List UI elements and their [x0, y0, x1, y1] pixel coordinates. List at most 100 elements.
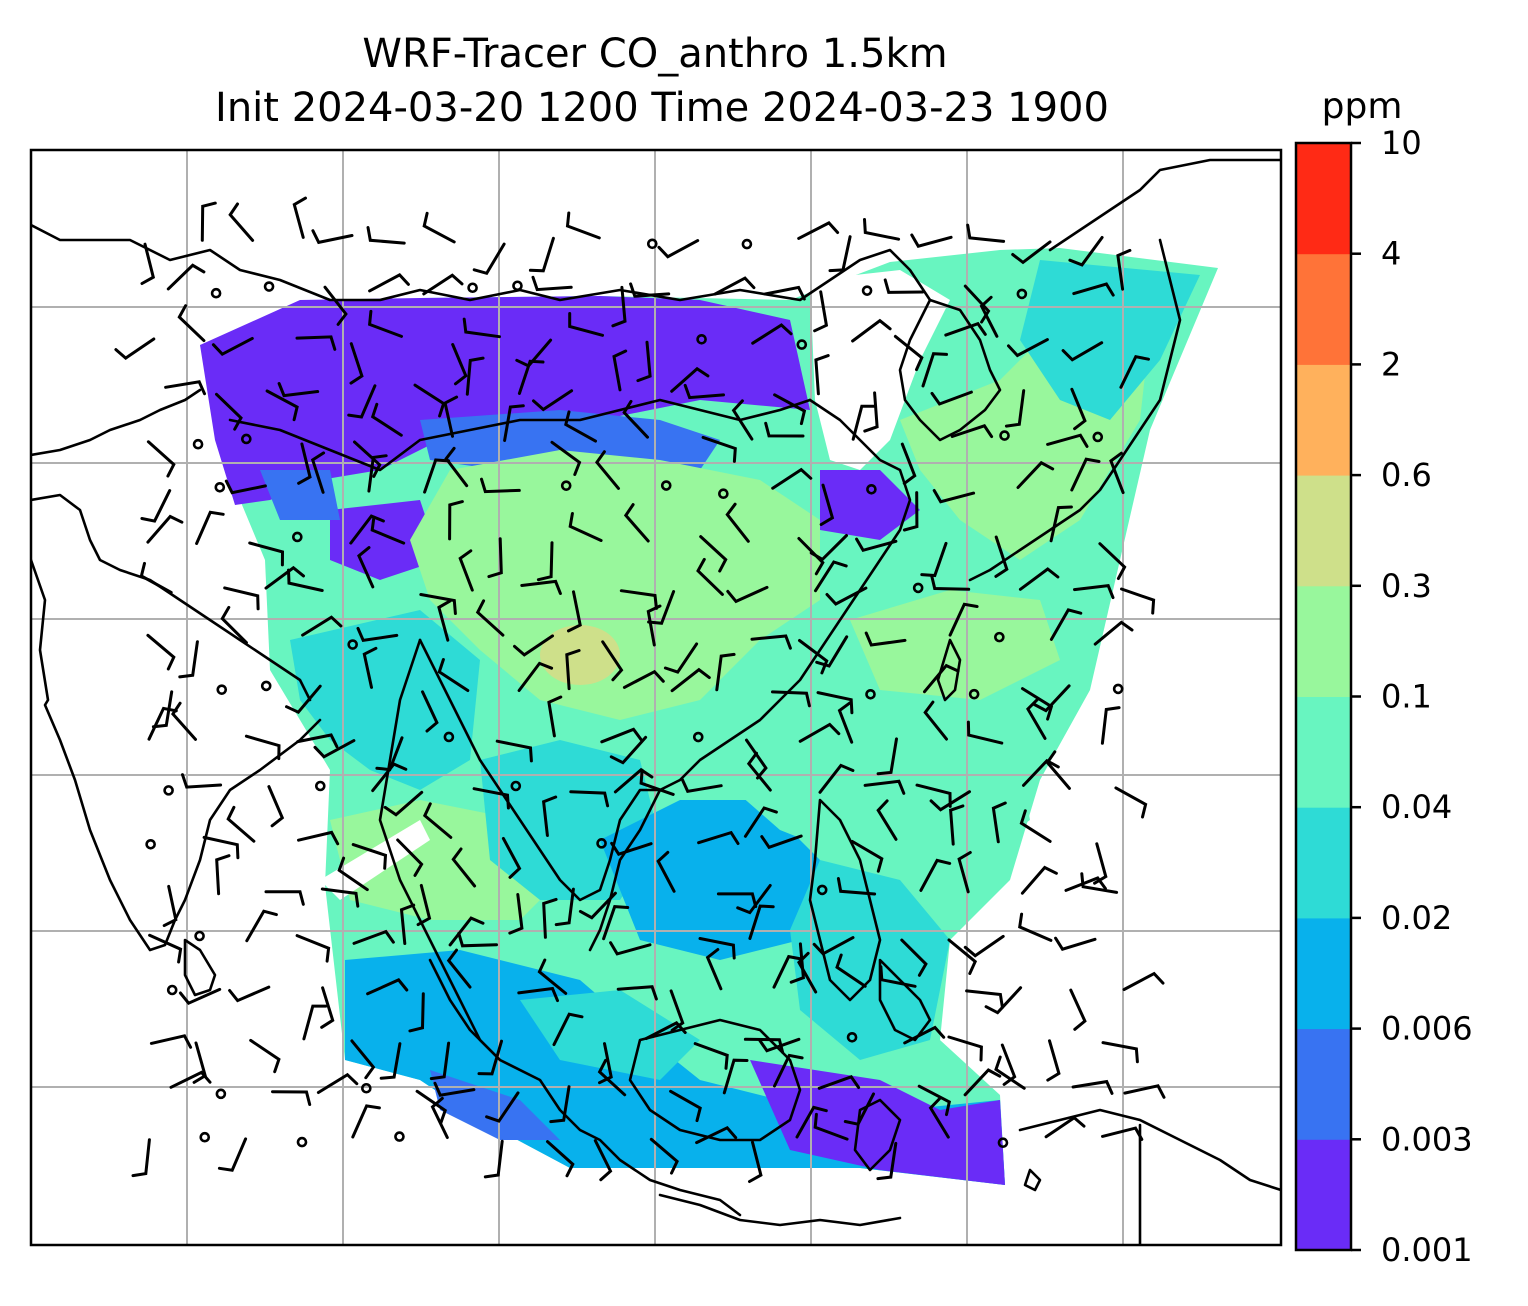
- wind-barb: [472, 787, 510, 810]
- wind-barb: [323, 285, 348, 326]
- wind-barb: [552, 1012, 584, 1047]
- wind-barb: [923, 663, 960, 694]
- wind-barb: [745, 738, 768, 780]
- wind-barb: [448, 500, 464, 541]
- wind-barb: [743, 1037, 785, 1054]
- wind-barb: [295, 934, 331, 963]
- calm-wind-marker: [241, 433, 252, 445]
- colorbar: ppm 0.001 0.003 0.006 0.02 0.04 0.1 0.3 0.6 2 4 10: [1294, 86, 1473, 1269]
- wind-barb: [513, 634, 554, 657]
- wind-barb: [991, 801, 1007, 844]
- calm-wind-marker: [296, 1136, 308, 1148]
- wind-barb: [670, 667, 711, 693]
- colorbar-ticks: 0.001 0.003 0.006 0.02 0.04 0.1 0.3 0.6 2 4 10: [1351, 124, 1473, 1269]
- wind-barb: [139, 561, 173, 594]
- wind-barb: [1026, 698, 1047, 740]
- colorbar-tick-label: 0.6: [1381, 456, 1432, 494]
- calm-wind-marker: [560, 480, 572, 491]
- wind-barb: [1093, 620, 1134, 646]
- wind-barb: [310, 451, 326, 494]
- wind-barb: [181, 773, 223, 789]
- wind-barb: [771, 467, 813, 490]
- wind-barb: [419, 593, 457, 615]
- wind-barb: [531, 275, 573, 292]
- colorbar-tick-label: 0.003: [1381, 1120, 1473, 1158]
- wind-barb: [1032, 684, 1071, 713]
- wind-barb: [649, 1137, 679, 1175]
- colorbar-segments: [1296, 143, 1351, 1251]
- wind-barb: [396, 838, 424, 877]
- wind-barb: [932, 489, 976, 504]
- wind-barb: [164, 380, 206, 396]
- wind-barb: [147, 706, 178, 741]
- wind-barb: [430, 1096, 449, 1139]
- wind-barb: [923, 700, 948, 741]
- calm-wind-marker: [1112, 683, 1124, 695]
- wind-barb: [565, 649, 581, 691]
- wind-barb: [930, 574, 971, 591]
- wind-barb: [622, 399, 649, 439]
- calm-wind-marker: [912, 582, 924, 594]
- wind-barb: [809, 534, 848, 562]
- wind-barb: [716, 892, 758, 908]
- wind-barb: [549, 1085, 571, 1124]
- wind-barb: [532, 389, 574, 412]
- wind-barb: [772, 954, 803, 989]
- calm-wind-marker: [260, 680, 272, 692]
- wind-barb: [610, 841, 653, 856]
- wind-barb: [876, 737, 898, 776]
- wind-barb: [1049, 505, 1073, 543]
- wind-barb: [472, 242, 506, 276]
- calm-wind-marker: [861, 285, 873, 296]
- wind-barb: [146, 633, 176, 671]
- wind-barb: [743, 806, 778, 838]
- wind-barb: [1061, 341, 1104, 362]
- wind-barb: [639, 768, 675, 796]
- calm-wind-marker: [199, 1131, 211, 1143]
- wind-barb: [1004, 389, 1026, 428]
- wind-barb: [1054, 936, 1097, 951]
- wind-barb: [748, 904, 775, 940]
- wind-barb: [864, 631, 907, 647]
- wind-barb: [813, 1112, 849, 1141]
- wind-barb: [224, 479, 267, 495]
- calm-wind-marker: [163, 785, 174, 796]
- wind-barb: [818, 763, 855, 794]
- wind-barb: [537, 958, 568, 995]
- wind-barb: [352, 929, 395, 945]
- calm-wind-marker: [741, 238, 753, 250]
- wind-barb: [347, 384, 377, 419]
- wind-barb: [798, 639, 829, 675]
- wind-barb: [536, 541, 554, 582]
- wind-barb: [851, 404, 877, 441]
- wind-barb: [646, 604, 662, 647]
- calm-wind-marker: [660, 480, 672, 491]
- wind-barb: [949, 804, 965, 846]
- wind-barb: [437, 599, 452, 642]
- calm-wind-marker: [596, 838, 607, 849]
- calm-wind-marker: [1092, 431, 1104, 443]
- wind-barb: [1101, 1126, 1144, 1141]
- wind-barb: [725, 502, 750, 543]
- calm-wind-marker: [194, 930, 205, 942]
- colorbar-segment: [1296, 364, 1351, 476]
- colorbar-segment: [1296, 1139, 1351, 1251]
- wind-barb: [750, 634, 792, 650]
- wind-barb: [850, 840, 884, 873]
- colorbar-tick-label: 0.001: [1381, 1231, 1473, 1269]
- calm-wind-marker: [718, 488, 729, 499]
- wind-barb: [863, 218, 901, 241]
- wind-barb: [477, 1039, 503, 1076]
- wind-barb: [422, 211, 456, 244]
- wind-barb: [1020, 865, 1058, 895]
- wind-barb: [465, 356, 485, 396]
- calm-wind-marker: [192, 438, 204, 450]
- wind-barb: [825, 586, 868, 606]
- colorbar-segment: [1296, 696, 1351, 808]
- wind-barb: [1123, 1084, 1166, 1099]
- wind-barb: [843, 1092, 875, 1126]
- calm-wind-marker: [865, 688, 876, 700]
- wind-barb: [416, 883, 432, 927]
- calm-wind-marker: [314, 780, 326, 792]
- wind-barb: [265, 389, 299, 422]
